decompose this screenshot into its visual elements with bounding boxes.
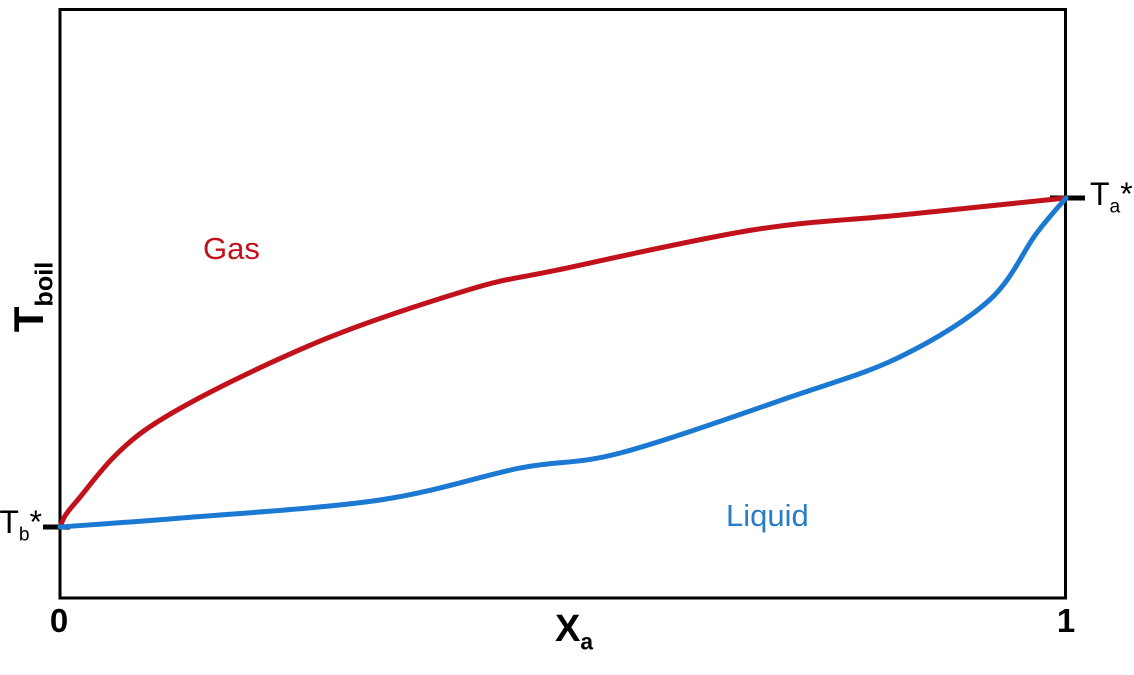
tb-star-sub: b — [18, 524, 30, 546]
tb-star-label: Tb* — [0, 504, 42, 544]
y-axis-label-main: T — [5, 306, 52, 333]
plot-border — [58, 8, 1067, 600]
tb-star-asterisk: * — [29, 504, 42, 540]
gas-curve — [57, 195, 1069, 530]
x-tick-label-1: 1 — [1056, 602, 1076, 639]
gas-region-label: Gas — [203, 231, 260, 266]
x-axis-label-main: X — [554, 608, 581, 650]
ta-star-asterisk: * — [1120, 176, 1133, 212]
x-axis-label-sub: a — [580, 628, 594, 655]
liquid-curve — [57, 195, 1069, 530]
y-axis-label: Tboil — [1, 237, 59, 357]
y-axis-label-sub: boil — [30, 261, 59, 307]
tb-star-main: T — [0, 504, 19, 540]
liquid-region-label: Liquid — [726, 498, 809, 533]
ta-star-main: T — [1090, 176, 1110, 212]
x-tick-label-0: 0 — [49, 602, 69, 639]
ta-star-label: Ta* — [1090, 176, 1133, 216]
x-axis-label: Xa — [514, 608, 634, 655]
ta-star-sub: a — [1109, 196, 1121, 218]
